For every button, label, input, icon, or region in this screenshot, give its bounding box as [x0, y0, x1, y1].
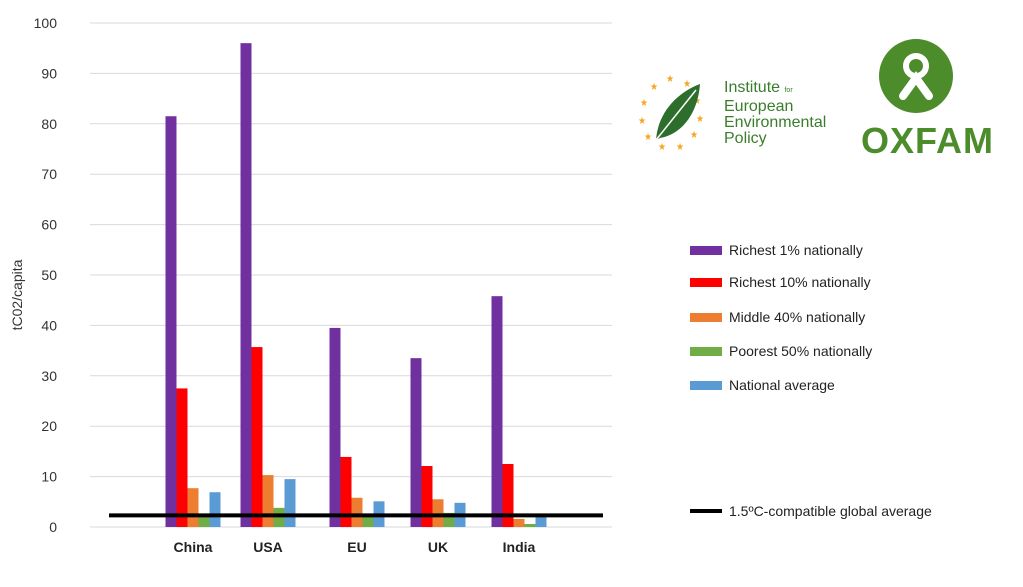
svg-text:★: ★ — [640, 98, 648, 109]
oxfam-text: OXFAM — [861, 120, 995, 161]
y-tick-label: 20 — [41, 418, 57, 434]
svg-text:★: ★ — [638, 116, 646, 127]
ieep-text: Environmental — [724, 114, 827, 131]
y-tick-label: 50 — [41, 267, 57, 283]
legend-item-reference: 1.5ºC-compatible global average — [690, 503, 932, 519]
y-tick-label: 40 — [41, 317, 57, 333]
svg-text:★: ★ — [644, 132, 652, 143]
legend-label: Poorest 50% nationally — [729, 343, 873, 359]
bar-middle-40-nationally-india — [513, 518, 525, 527]
ieep-text: Policy — [724, 130, 767, 147]
legend-swatch — [690, 245, 722, 255]
x-tick-label: China — [174, 539, 213, 555]
bar-poorest-50-nationally-eu — [362, 515, 374, 527]
x-tick-label: UK — [428, 539, 448, 555]
legend-swatch — [690, 277, 722, 287]
bar-national-average-usa — [284, 479, 296, 527]
y-tick-label: 90 — [41, 65, 57, 81]
legend-label: Middle 40% nationally — [729, 309, 866, 325]
bar-middle-40-nationally-usa — [262, 475, 274, 527]
ieep-text: European — [724, 98, 794, 115]
svg-text:★: ★ — [690, 130, 698, 141]
bar-middle-40-nationally-eu — [351, 497, 363, 527]
bar-richest-1-nationally-china — [165, 116, 177, 528]
legend-swatch — [690, 509, 722, 513]
legend-item: Middle 40% nationally — [690, 309, 865, 325]
x-tick-label: EU — [347, 539, 366, 555]
svg-text:★: ★ — [696, 114, 704, 125]
svg-text:★: ★ — [676, 142, 684, 152]
bar-middle-40-nationally-uk — [432, 499, 444, 527]
legend-label: Richest 1% nationally — [729, 242, 863, 258]
bar-poorest-50-nationally-uk — [443, 512, 455, 527]
legend-item: Richest 10% nationally — [690, 274, 871, 290]
y-tick-label: 10 — [41, 469, 57, 485]
bar-middle-40-nationally-china — [187, 488, 199, 527]
legend-label: 1.5ºC-compatible global average — [729, 503, 932, 519]
legend-label: National average — [729, 377, 835, 393]
bar-poorest-50-nationally-usa — [273, 507, 285, 527]
bar-national-average-india — [535, 516, 547, 527]
oxfam-symbol-icon — [879, 39, 953, 113]
y-tick-label: 100 — [34, 15, 58, 31]
bar-richest-1-nationally-eu — [329, 327, 341, 527]
y-tick-label: 30 — [41, 368, 57, 384]
y-tick-label: 60 — [41, 217, 57, 233]
legend-item: Richest 1% nationally — [690, 242, 863, 258]
bar-richest-1-nationally-uk — [410, 358, 422, 527]
bar-poorest-50-nationally-india — [524, 523, 536, 527]
x-tick-label: USA — [253, 539, 283, 555]
bar-poorest-50-nationally-china — [198, 515, 210, 527]
leaf-stars-icon: ★ ★★ ★ ★★ ★★ ★ ★ ★ — [638, 74, 704, 152]
svg-text:★: ★ — [666, 74, 674, 85]
bar-richest-1-nationally-usa — [240, 43, 252, 527]
bar-richest-10-nationally-usa — [251, 347, 263, 527]
legend-item: Poorest 50% nationally — [690, 343, 872, 359]
legend-swatch — [690, 380, 722, 390]
ieep-text: for — [784, 87, 793, 94]
legend-swatch — [690, 312, 722, 322]
bar-richest-10-nationally-uk — [421, 466, 433, 527]
y-axis-label: tC02/capita — [9, 259, 25, 330]
y-tick-label: 0 — [49, 519, 57, 535]
legend-swatch — [690, 346, 722, 356]
svg-text:★: ★ — [683, 79, 691, 90]
bar-richest-10-nationally-eu — [340, 456, 352, 527]
x-tick-label: India — [503, 539, 536, 555]
svg-text:★: ★ — [658, 142, 666, 152]
bar-richest-10-nationally-india — [502, 464, 514, 527]
bar-richest-10-nationally-china — [176, 388, 188, 527]
bar-national-average-china — [209, 492, 221, 527]
bar-richest-1-nationally-india — [491, 296, 503, 527]
y-tick-label: 70 — [41, 166, 57, 182]
legend-item: National average — [690, 377, 835, 393]
svg-text:★: ★ — [650, 82, 658, 93]
svg-text:★: ★ — [693, 96, 701, 107]
legend-label: Richest 10% nationally — [729, 274, 871, 290]
y-tick-label: 80 — [41, 116, 57, 132]
ieep-text: Institute — [724, 79, 781, 96]
